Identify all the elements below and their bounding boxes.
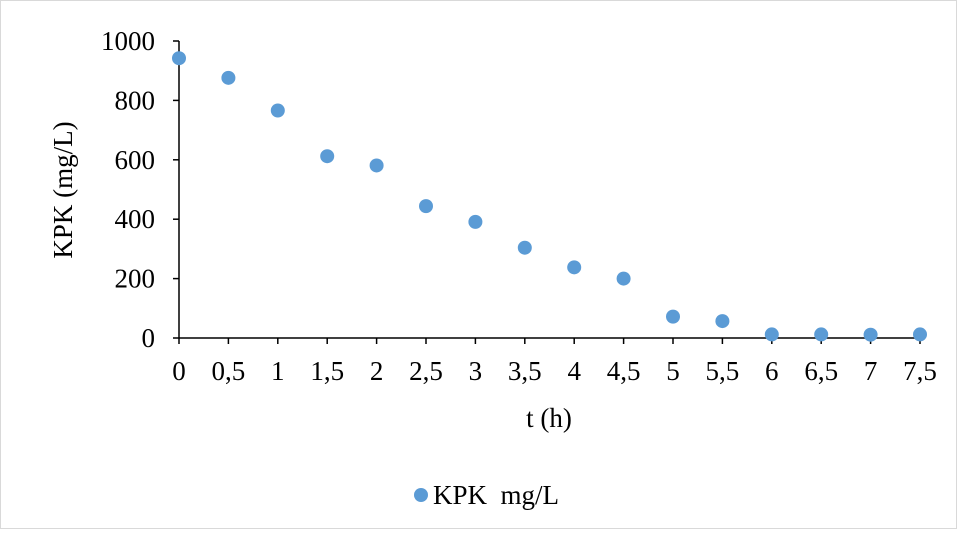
data-point [419,199,433,214]
data-point [221,70,236,85]
x-tick-label: 4 [567,356,581,386]
x-tick-label: 0,5 [212,356,246,386]
data-point [172,51,186,66]
legend: KPK mg/L [414,480,559,510]
x-tick-label: 6,5 [804,356,838,386]
y-tick-label: 600 [115,145,156,175]
data-point [666,309,680,324]
data-point [369,158,384,173]
x-tick-label: 2,5 [409,356,443,386]
y-tick-label: 200 [115,264,156,294]
x-tick-label: 5,5 [706,356,740,386]
data-point [913,327,927,342]
data-point [320,149,335,164]
x-tick-label: 7,5 [903,356,937,386]
data-point [468,214,483,229]
x-tick-label: 3 [469,356,483,386]
x-axis-title: t (h) [526,403,572,433]
data-point [567,260,582,275]
legend-marker [414,488,428,502]
x-tick-label: 7 [864,356,878,386]
x-tick-label: 6 [765,356,779,386]
x-tick-label: 3,5 [508,356,542,386]
y-tick-label: 800 [115,85,156,115]
data-points [172,51,927,342]
x-tick-label: 2 [370,356,384,386]
data-point [270,103,285,118]
data-point [616,271,631,286]
legend-label: KPK mg/L [433,480,559,510]
y-tick-label: 0 [142,323,156,353]
data-point [814,327,829,342]
x-tick-label: 4,5 [607,356,641,386]
data-point [517,240,532,255]
x-tick-label: 0 [172,356,186,386]
data-point [764,327,779,342]
y-tick-label: 1000 [101,26,155,56]
axes: 0 200 400 600 800 1000 0 0,5 1 1,5 2 2,5 3 3,5 4 4,5 5 5,… [101,26,937,386]
x-tick-label: 1,5 [310,356,344,386]
data-point [863,327,878,342]
x-tick-label: 1 [271,356,285,386]
data-point [715,314,730,329]
y-axis-title: KPK (mg/L) [48,121,78,258]
y-tick-label: 400 [115,204,156,234]
x-tick-label: 5 [666,356,680,386]
